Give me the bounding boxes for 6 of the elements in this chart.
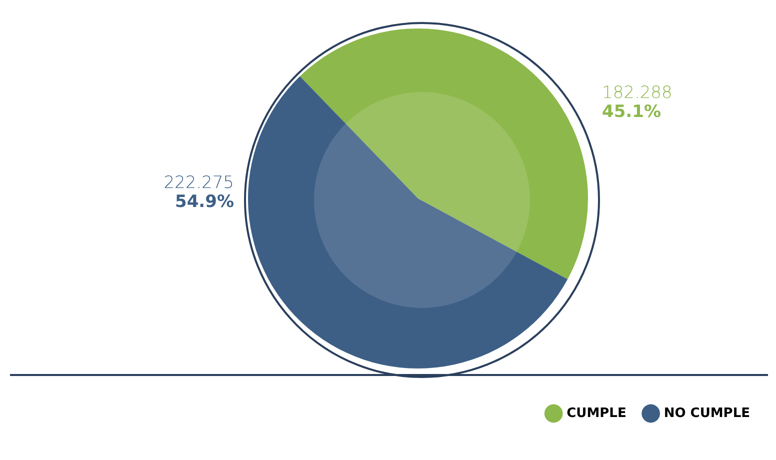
data-label: 45.1% (602, 102, 661, 122)
text: 182.288 (602, 82, 672, 103)
legend-label: NO CUMPLE (664, 406, 750, 421)
data-label: 54.9% (175, 192, 234, 212)
legend-label: CUMPLE (566, 406, 626, 421)
text: 222.275 (164, 172, 234, 193)
